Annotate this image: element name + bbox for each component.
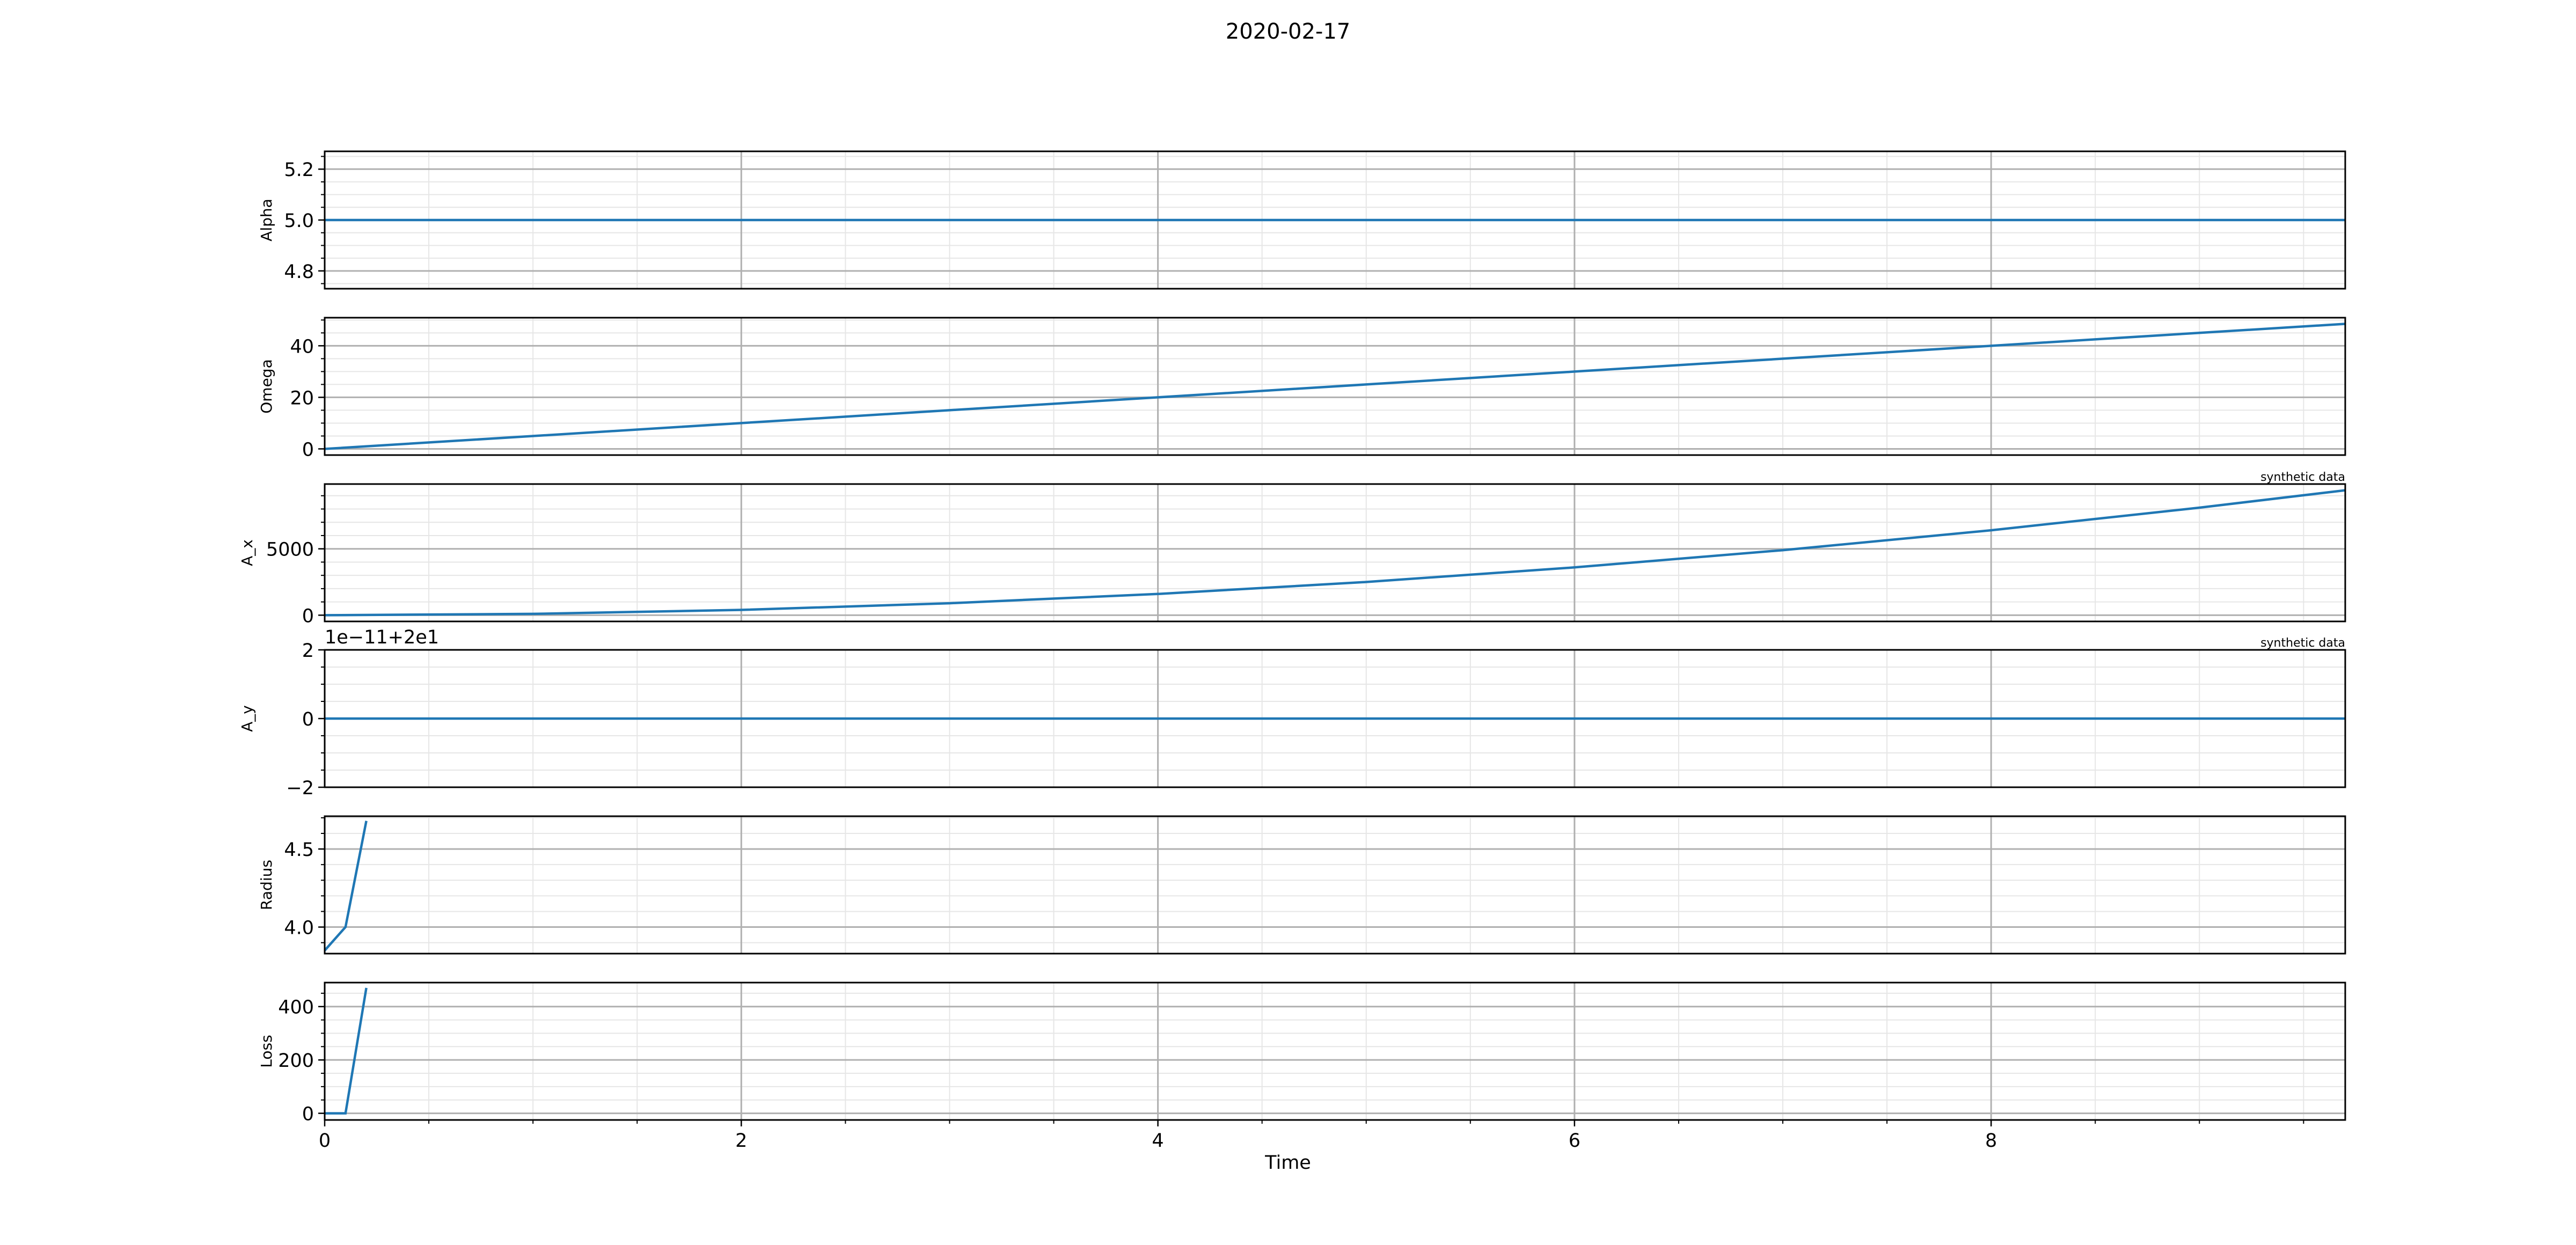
- y-axis-label: Loss: [258, 1035, 275, 1067]
- subplot-a-y: −2 0 2 A_y 1e−11+2e1 synthetic data: [238, 627, 2346, 799]
- y-offset-text: 1e−11+2e1: [325, 627, 439, 648]
- y-axis-label: Alpha: [258, 199, 275, 241]
- x-axis-label: Time: [1264, 1152, 1311, 1174]
- x-tick-label: 6: [1569, 1130, 1580, 1152]
- series-line: [325, 987, 368, 1115]
- y-axis-label: A_x: [238, 539, 256, 566]
- y-axis-label: Radius: [258, 860, 275, 910]
- axes-frame: [324, 982, 2346, 1121]
- y-tick-label: 0: [302, 439, 314, 460]
- x-tick-label: 0: [319, 1130, 331, 1152]
- axes-frame: [324, 649, 2346, 788]
- y-tick-label: 4.8: [284, 261, 314, 283]
- y-tick-label: 5.0: [284, 210, 314, 232]
- subplots: 4.85.05.2Alpha02040Omega05000A_xsyntheti…: [238, 150, 2346, 1125]
- subplot-alpha: 4.8 5.0 5.2 Alpha: [258, 150, 2346, 290]
- y-tick-label: 0: [302, 605, 314, 627]
- y-tick-label: 400: [278, 997, 314, 1019]
- annotation-text: synthetic data: [2260, 471, 2345, 484]
- y-tick-label: 20: [290, 387, 314, 409]
- axes-frame: [324, 483, 2346, 622]
- subplot-omega: 0 20 40 Omega: [258, 317, 2346, 460]
- axes-frame: [324, 317, 2346, 456]
- y-tick-label: 4.0: [284, 918, 314, 939]
- y-axis-label: Omega: [258, 359, 275, 413]
- x-tick-label: 8: [1985, 1130, 1997, 1152]
- y-tick-label: −2: [286, 778, 314, 799]
- y-tick-label: 5000: [266, 539, 314, 561]
- figure-title: 2020-02-17: [1226, 19, 1350, 44]
- annotation-text: synthetic data: [2260, 636, 2345, 650]
- series-line: [325, 489, 2345, 617]
- y-tick-label: 4.5: [284, 839, 314, 861]
- y-tick-label: 0: [302, 1104, 314, 1125]
- series-line: [325, 323, 2345, 450]
- subplot-a-x: 0 5000 A_x synthetic data: [238, 471, 2346, 627]
- series-line: [325, 821, 368, 951]
- y-tick-label: 5.2: [284, 159, 314, 181]
- axes-frame: [324, 815, 2346, 955]
- y-tick-label: 40: [290, 336, 314, 357]
- x-tick-label: 4: [1152, 1130, 1163, 1152]
- y-tick-label: 2: [302, 640, 314, 662]
- x-tick-label: 2: [735, 1130, 747, 1152]
- y-axis-label: A_y: [238, 705, 256, 732]
- axes-frame: [324, 150, 2346, 290]
- shared-x-axis: 0 2 4 6 8: [319, 1120, 2304, 1152]
- y-tick-label: 200: [278, 1050, 314, 1072]
- y-tick-label: 0: [302, 709, 314, 730]
- subplot-radius: 4.0 4.5 Radius: [258, 815, 2346, 955]
